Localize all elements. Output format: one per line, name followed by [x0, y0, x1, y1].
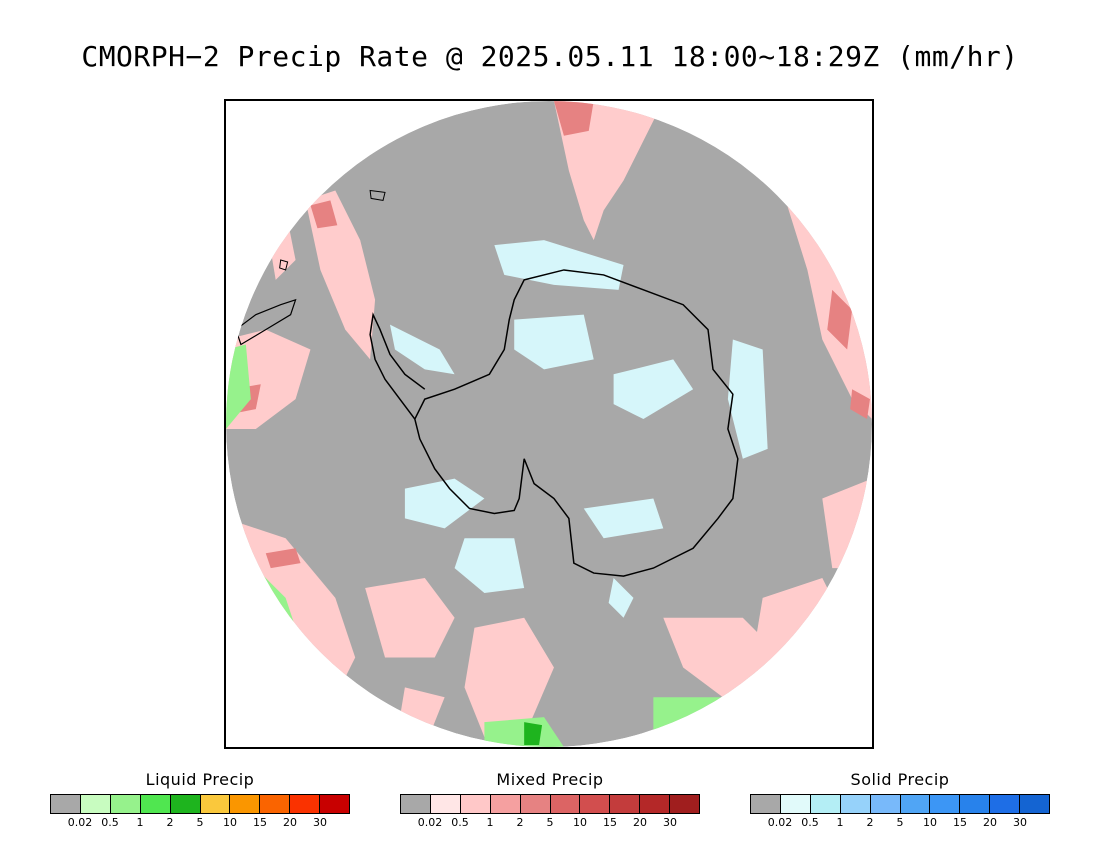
island-outline-2: [369, 189, 386, 201]
legend-swatch: [460, 795, 491, 813]
legend-swatch: [260, 795, 291, 813]
map-frame: [224, 99, 874, 749]
legend-tick-label: 10: [573, 816, 587, 829]
legend-swatch: [140, 795, 171, 813]
legend-swatch: [80, 795, 111, 813]
legend-swatch: [51, 795, 81, 813]
map-title: CMORPH−2 Precip Rate @ 2025.05.11 18:00~…: [81, 40, 1019, 73]
legend-tick-label: 0.02: [67, 816, 93, 829]
legend-tick-label: 30: [1013, 816, 1027, 829]
legend-tick-label: 10: [223, 816, 237, 829]
legend-tick-label: 1: [486, 816, 494, 829]
liquid-precip-heavy: [524, 722, 543, 746]
legend-tick-label: 5: [546, 816, 554, 829]
legend-swatch: [430, 795, 461, 813]
legend-ticks: 0.02 0.5 1 2 5 10 15 20 30: [50, 814, 350, 830]
legend-tick-label: 0.5: [801, 816, 819, 829]
legend-swatch: [520, 795, 551, 813]
legend-tick-label: 0.5: [451, 816, 469, 829]
legend-tick-label: 15: [953, 816, 967, 829]
legend-solid: Solid Precip 0.02 0.5 1 2 5 10 15 20 30: [750, 770, 1050, 830]
legend-swatch: [900, 795, 931, 813]
legend-tick-label: 20: [983, 816, 997, 829]
legend-swatch: [200, 795, 231, 813]
precip-map: [226, 101, 872, 747]
legend-title: Liquid Precip: [145, 770, 255, 789]
legend-ticks: 0.02 0.5 1 2 5 10 15 20 30: [750, 814, 1050, 830]
island-outline: [279, 259, 289, 271]
legend-swatch: [580, 795, 611, 813]
legend-swatch: [960, 795, 991, 813]
legend-tick-label: 2: [166, 816, 174, 829]
legend-tick-label: 5: [196, 816, 204, 829]
legend-swatch: [840, 795, 871, 813]
legend-swatch: [550, 795, 581, 813]
legend-swatch: [320, 795, 350, 813]
legend-bar: [50, 794, 350, 814]
legend-swatch: [870, 795, 901, 813]
legend-swatch: [1020, 795, 1050, 813]
legend-tick-label: 20: [283, 816, 297, 829]
legend-ticks: 0.02 0.5 1 2 5 10 15 20 30: [400, 814, 700, 830]
legend-swatch: [290, 795, 321, 813]
legend-swatch: [780, 795, 811, 813]
legend-swatch: [610, 795, 641, 813]
legend-swatch: [670, 795, 700, 813]
legend-swatch: [401, 795, 431, 813]
legend-tick-label: 2: [516, 816, 524, 829]
antarctica-coastline: [414, 269, 739, 577]
legend-swatch: [751, 795, 781, 813]
legend-tick-label: 5: [896, 816, 904, 829]
legend-tick-label: 20: [633, 816, 647, 829]
legend-swatch: [110, 795, 141, 813]
legend-tick-label: 15: [603, 816, 617, 829]
legend-tick-label: 30: [663, 816, 677, 829]
legend-title: Mixed Precip: [496, 770, 604, 789]
legend-title: Solid Precip: [850, 770, 950, 789]
legend-tick-label: 1: [136, 816, 144, 829]
legend-bar: [750, 794, 1050, 814]
legend-tick-label: 0.5: [101, 816, 119, 829]
legend-swatch: [640, 795, 671, 813]
legend-swatch: [490, 795, 521, 813]
legend-tick-label: 15: [253, 816, 267, 829]
legend-swatch: [170, 795, 201, 813]
legend-swatch: [930, 795, 961, 813]
legend-tick-label: 1: [836, 816, 844, 829]
legend-tick-label: 0.02: [417, 816, 443, 829]
solid-precip-areas: [389, 240, 768, 618]
antarctic-peninsula: [369, 312, 426, 420]
legend-swatch: [990, 795, 1021, 813]
legend-tick-label: 0.02: [767, 816, 793, 829]
legend-tick-label: 10: [923, 816, 937, 829]
legend-tick-label: 2: [866, 816, 874, 829]
legend-swatch: [230, 795, 261, 813]
legend-tick-label: 30: [313, 816, 327, 829]
legend-swatch: [810, 795, 841, 813]
legend-bar: [400, 794, 700, 814]
south-america-coast: [235, 298, 297, 346]
legend-mixed: Mixed Precip 0.02 0.5 1 2 5 10 15 20 30: [400, 770, 700, 830]
legend-liquid: Liquid Precip 0.02 0.5 1 2 5 10 15 20 30: [50, 770, 350, 830]
